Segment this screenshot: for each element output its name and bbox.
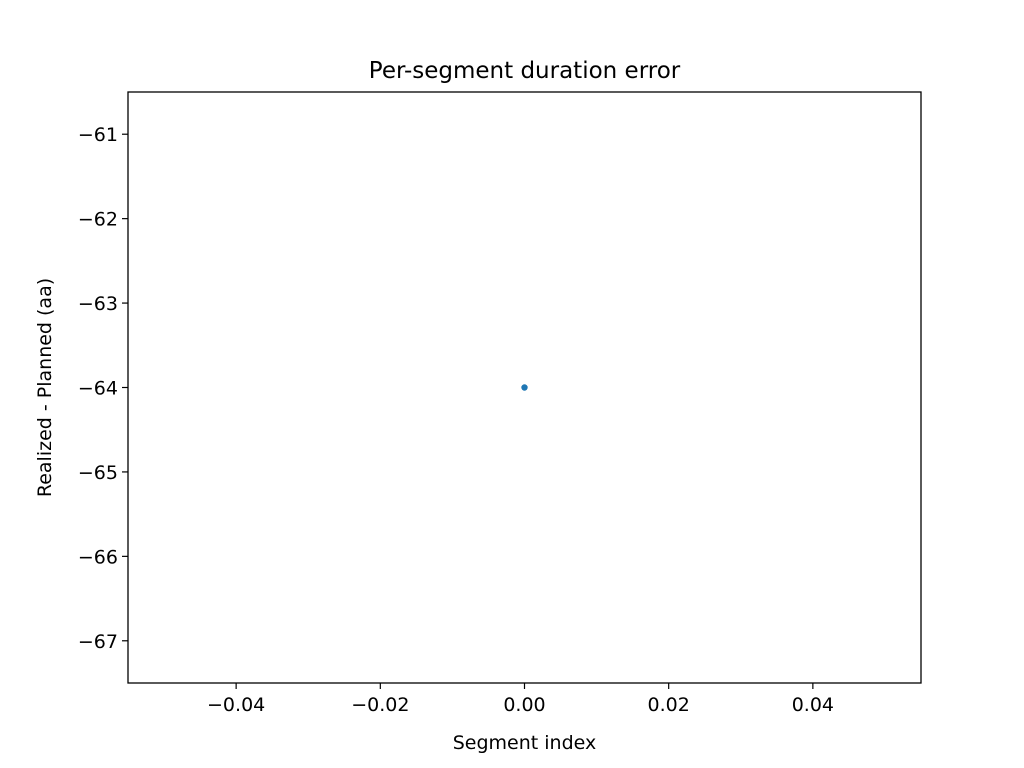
x-tick-label: 0.02 [648, 694, 690, 716]
x-tick-label: 0.04 [792, 694, 834, 716]
x-tick-label: −0.02 [351, 694, 409, 716]
y-axis-label: Realized - Planned (aa) [34, 278, 56, 497]
x-axis-ticks: −0.04 −0.02 0.00 0.02 0.04 [207, 683, 834, 716]
y-tick-label: −63 [78, 293, 118, 315]
y-axis-ticks: −61 −62 −63 −64 −65 −66 −67 [78, 124, 128, 653]
data-point [521, 384, 528, 391]
y-tick-label: −66 [78, 546, 118, 568]
y-tick-label: −62 [78, 209, 118, 231]
x-tick-label: 0.00 [503, 694, 545, 716]
plot-frame [127, 91, 922, 684]
y-tick-label: −64 [78, 378, 118, 400]
x-axis-label: Segment index [453, 732, 597, 754]
y-tick-label: −67 [78, 631, 118, 653]
y-tick-label: −61 [78, 124, 118, 146]
chart-title: Per-segment duration error [369, 58, 681, 84]
y-tick-label: −65 [78, 462, 118, 484]
data-points [521, 384, 528, 391]
x-tick-label: −0.04 [207, 694, 265, 716]
